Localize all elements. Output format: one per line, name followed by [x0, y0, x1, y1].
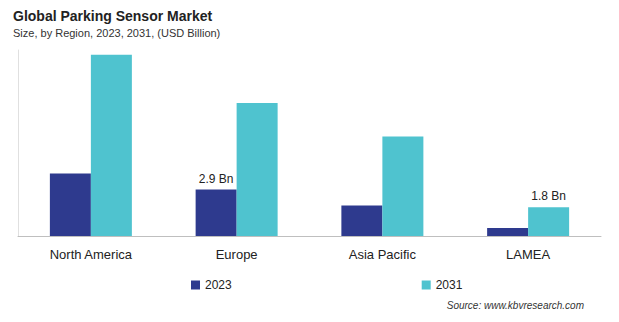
- svg-text:2031: 2031: [436, 278, 463, 292]
- svg-text:Europe: Europe: [216, 247, 258, 262]
- svg-text:1.8 Bn: 1.8 Bn: [531, 189, 566, 203]
- svg-text:Size, by Region, 2023, 2031, (: Size, by Region, 2023, 2031, (USD Billio…: [13, 27, 220, 39]
- svg-text:2023: 2023: [205, 278, 232, 292]
- svg-text:Asia Pacific: Asia Pacific: [349, 247, 417, 262]
- svg-text:LAMEA: LAMEA: [506, 247, 550, 262]
- svg-text:Global Parking Sensor Market: Global Parking Sensor Market: [13, 8, 213, 24]
- svg-text:North America: North America: [50, 247, 133, 262]
- svg-text:Source: www.kbvresearch.com: Source: www.kbvresearch.com: [447, 300, 584, 311]
- svg-text:2.9 Bn: 2.9 Bn: [199, 172, 234, 186]
